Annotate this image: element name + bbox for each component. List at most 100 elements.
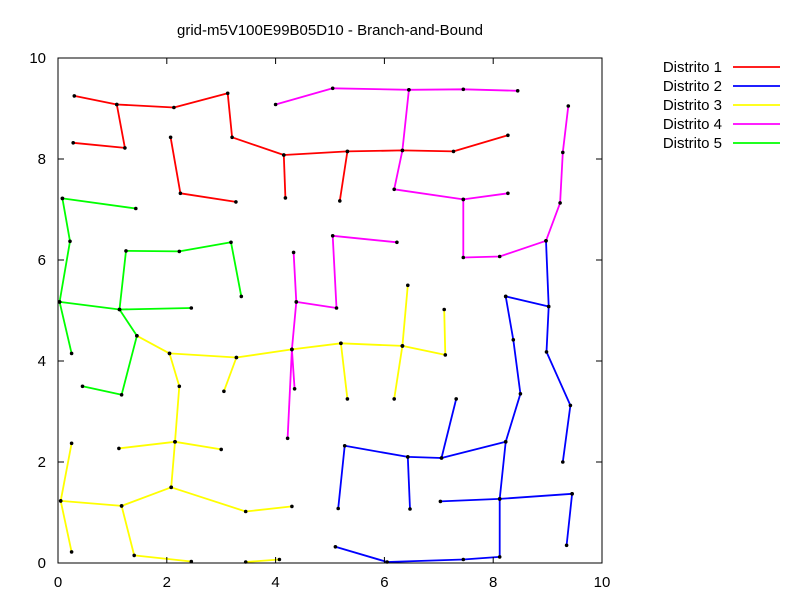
edge-path (73, 104, 126, 149)
legend: Distrito 1 Distrito 2 Distrito 3 Distrito 4… (663, 59, 780, 152)
node-point (60, 196, 65, 201)
node-point (461, 557, 466, 562)
series-3 (59, 285, 447, 563)
node-point (134, 206, 138, 211)
x-tick-label: 8 (489, 574, 497, 591)
node-point (406, 283, 410, 288)
node-point (461, 197, 466, 202)
edge-path (393, 89, 509, 201)
node-point (273, 102, 278, 107)
node-point (123, 146, 127, 150)
node-point (80, 384, 85, 389)
node-point (506, 133, 510, 138)
node-point (283, 196, 288, 200)
edge-path (337, 296, 522, 509)
node-point (135, 334, 139, 338)
edge-path (292, 234, 397, 309)
node-point (222, 389, 226, 394)
x-tick-label: 10 (594, 574, 611, 591)
node-point (443, 353, 448, 357)
node-point (173, 440, 177, 444)
node-point (219, 447, 223, 452)
node-point (69, 550, 74, 554)
node-point (518, 392, 523, 396)
node-point (558, 201, 562, 205)
node-point (169, 485, 173, 490)
edge-path (245, 558, 280, 563)
node-point (69, 441, 74, 446)
node-point (408, 507, 412, 511)
y-tick-label: 0 (38, 555, 46, 572)
node-point (119, 504, 124, 508)
node-point (407, 88, 411, 92)
node-point (115, 102, 119, 107)
node-point (117, 446, 121, 451)
edge-path (545, 240, 550, 307)
edge-path (59, 441, 176, 507)
legend-label: Distrito 5 (663, 135, 722, 152)
plot-frame (57, 57, 603, 564)
x-tick-label: 6 (380, 574, 388, 591)
node-point (334, 306, 339, 310)
y-tick-label: 6 (38, 252, 46, 269)
node-point (294, 300, 299, 304)
node-point (561, 460, 565, 464)
edge-path (118, 353, 181, 450)
edge-path (58, 301, 73, 354)
node-point (234, 355, 239, 360)
points-layer (57, 86, 574, 564)
node-point (406, 455, 410, 459)
edge-path (565, 493, 573, 546)
edge-path (462, 105, 570, 259)
node-point (392, 187, 397, 192)
node-point (461, 87, 466, 92)
edge-path (59, 500, 73, 553)
node-point (461, 255, 466, 260)
series-2 (335, 240, 573, 563)
node-point (342, 444, 347, 448)
edge-path (136, 309, 447, 359)
edge-path (170, 486, 292, 513)
node-point (515, 89, 520, 93)
node-point (290, 504, 294, 509)
node-point (506, 191, 510, 196)
node-point (189, 306, 194, 310)
node-point (117, 307, 122, 312)
legend-label: Distrito 2 (663, 78, 722, 95)
node-point (338, 199, 342, 203)
legend-label: Distrito 3 (663, 97, 722, 114)
node-point (177, 384, 182, 389)
y-tick-label: 10 (29, 50, 46, 67)
node-point (570, 492, 574, 496)
node-point (400, 148, 405, 153)
edge-path (338, 151, 349, 202)
node-point (451, 149, 456, 154)
node-point (230, 135, 234, 140)
node-point (336, 506, 341, 511)
edge-path (401, 285, 409, 346)
node-point (168, 135, 173, 140)
edge-path (74, 92, 509, 156)
node-point (454, 397, 459, 401)
legend-label: Distrito 1 (663, 59, 722, 76)
node-point (503, 294, 508, 299)
node-point (189, 559, 194, 564)
node-point (69, 351, 74, 356)
edge-path (286, 349, 293, 439)
node-point (561, 150, 565, 155)
node-point (285, 436, 290, 441)
node-point (234, 200, 238, 204)
node-point (503, 440, 508, 444)
edge-path (282, 154, 287, 198)
edge-path (406, 456, 411, 510)
node-point (124, 249, 128, 253)
edge-path (440, 398, 458, 459)
edge-path (340, 343, 349, 400)
x-tick-label: 2 (163, 574, 171, 591)
series-layer (58, 87, 573, 563)
node-point (395, 240, 399, 245)
node-point (345, 149, 350, 154)
node-point (292, 387, 297, 391)
node-point (345, 397, 350, 401)
